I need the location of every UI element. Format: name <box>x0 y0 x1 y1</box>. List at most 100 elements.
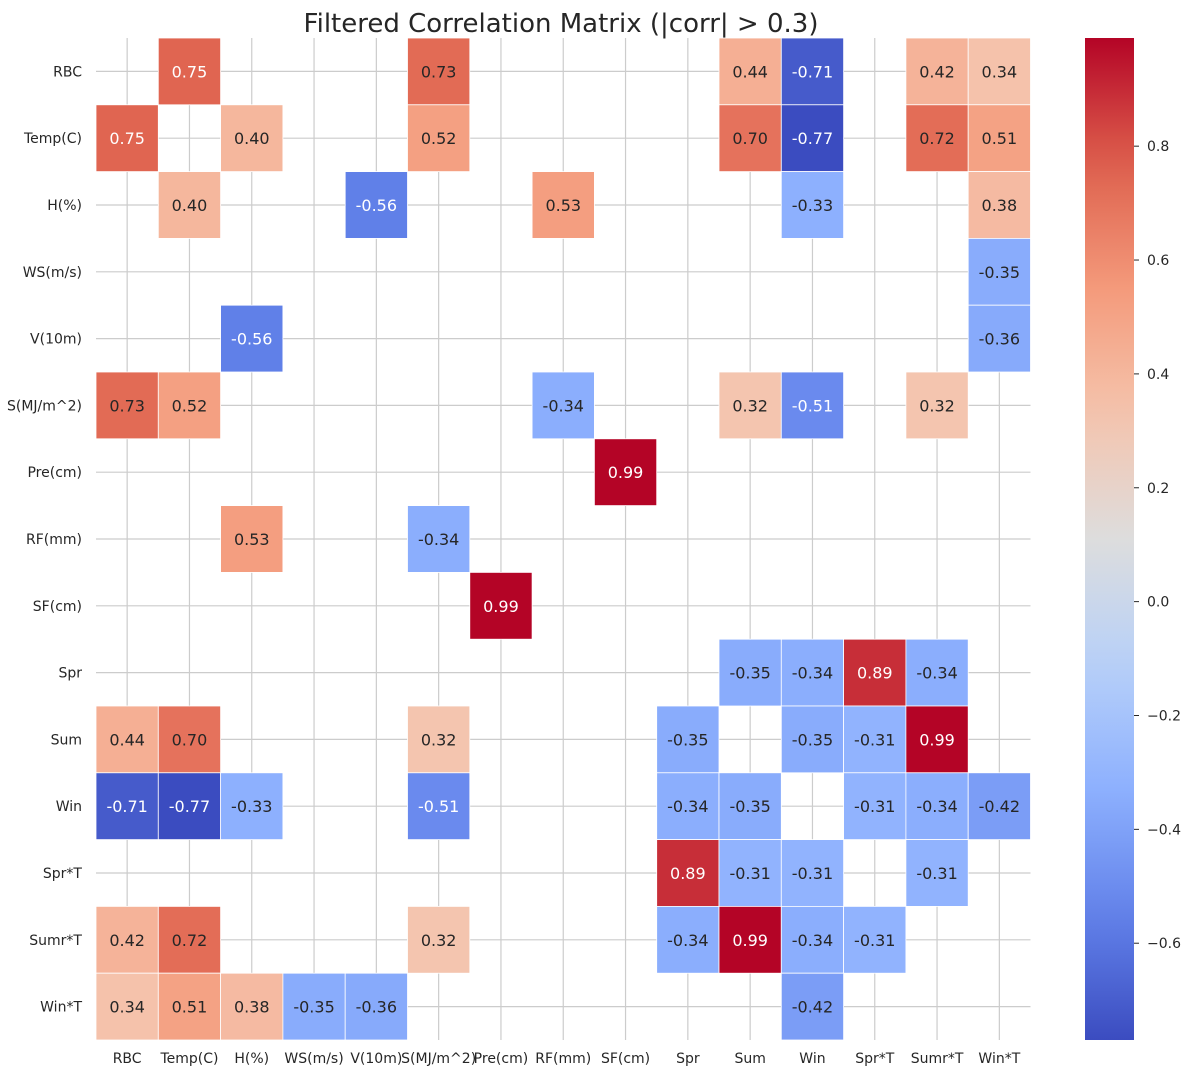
heatmap-cell <box>843 906 907 974</box>
y-tick-label: Spr <box>58 666 82 682</box>
x-tick-label: Win*T <box>978 1051 1020 1067</box>
cell-value-label: 0.32 <box>732 396 768 415</box>
x-tick-label: V(10m) <box>350 1051 402 1067</box>
heatmap-cell <box>531 171 595 239</box>
heatmap-cell <box>718 638 782 707</box>
heatmap-cell <box>967 104 1031 173</box>
heatmap-cell <box>967 237 1031 306</box>
heatmap-cell <box>157 371 222 440</box>
colorbar-ticks: −0.6 −0.4 −0.2 0.0 0.2 0.4 0.6 0.8 <box>1134 139 1181 952</box>
x-tick-label: Win <box>799 1051 825 1067</box>
heatmap-cell <box>282 972 346 1041</box>
heatmap-cell <box>95 772 159 840</box>
heatmap-cell <box>95 104 159 173</box>
cell-value-label: -0.33 <box>792 196 833 215</box>
y-tick-label: H(%) <box>47 198 82 214</box>
heatmap-cell <box>407 705 471 774</box>
x-tick-label: Sum <box>734 1051 765 1067</box>
x-tick-label: RF(mm) <box>535 1051 591 1067</box>
heatmap-cell <box>220 772 284 840</box>
cell-value-label: -0.71 <box>792 62 833 81</box>
cell-value-label: -0.34 <box>792 931 833 950</box>
heatmap-cell <box>967 171 1031 239</box>
heatmap-cell <box>780 104 844 173</box>
heatmap-cell <box>905 104 969 173</box>
heatmap-cell <box>95 371 159 440</box>
heatmap-cell <box>718 906 782 974</box>
colorbar-gradient <box>1085 38 1134 1040</box>
heatmap-cell <box>780 972 844 1041</box>
heatmap-cell <box>905 371 969 440</box>
heatmap-cell <box>780 371 844 440</box>
colorbar-tick-label: 0.0 <box>1147 595 1169 611</box>
heatmap-cell <box>780 705 844 774</box>
heatmap-cell <box>967 37 1031 106</box>
cell-value-label: -0.31 <box>792 864 833 883</box>
heatmap-cell <box>905 638 969 707</box>
x-tick-label: Sumr*T <box>911 1051 964 1067</box>
heatmap-cell <box>157 705 222 774</box>
cell-value-label: 0.75 <box>172 62 208 81</box>
cell-value-label: -0.34 <box>916 664 957 683</box>
heatmap-cell <box>656 705 720 774</box>
cell-value-label: -0.31 <box>854 931 895 950</box>
heatmap-cell <box>780 37 844 106</box>
x-tick-label: Spr <box>676 1051 700 1067</box>
cell-value-label: 0.32 <box>421 730 457 749</box>
y-tick-label: RBC <box>53 64 82 80</box>
cell-value-label: 0.89 <box>857 664 893 683</box>
x-tick-label: RBC <box>113 1051 142 1067</box>
cell-value-label: -0.56 <box>231 330 272 349</box>
x-axis-tick-labels: RBC Temp(C) H(%) WS(m/s) V(10m)S(MJ/m^2)Pre(… <box>113 1051 1021 1067</box>
heatmap-cell <box>843 705 907 774</box>
cell-value-label: -0.34 <box>792 664 833 683</box>
heatmap-cell <box>718 839 782 907</box>
cell-value-label: 0.89 <box>670 864 706 883</box>
cell-value-label: 0.53 <box>234 530 270 549</box>
heatmap-cell <box>157 171 222 239</box>
cell-value-label: -0.34 <box>667 797 708 816</box>
cell-value-label: 0.72 <box>172 931 208 950</box>
heatmap-cell <box>718 371 782 440</box>
heatmap-cell <box>905 839 969 907</box>
cell-value-label: 0.70 <box>732 129 768 148</box>
cell-value-label: -0.36 <box>356 998 397 1017</box>
cell-value-label: -0.51 <box>418 797 459 816</box>
heatmap-cell <box>780 906 844 974</box>
cell-value-label: -0.35 <box>729 664 770 683</box>
cell-value-label: -0.34 <box>418 530 459 549</box>
cell-value-label: -0.42 <box>792 998 833 1017</box>
cell-value-label: -0.77 <box>792 129 833 148</box>
colorbar-tick-label: 0.8 <box>1147 139 1169 155</box>
cell-value-label: -0.33 <box>231 797 272 816</box>
heatmap-cell <box>843 772 907 840</box>
cell-value-label: 0.32 <box>421 931 457 950</box>
y-tick-label: Sumr*T <box>29 933 82 949</box>
chart-title: Filtered Correlation Matrix (|corr| > 0.… <box>304 9 819 39</box>
cell-value-label: 0.75 <box>109 129 145 148</box>
heatmap-cell <box>407 37 471 106</box>
heatmap-cell <box>718 104 782 173</box>
cell-value-label: 0.44 <box>109 730 145 749</box>
x-tick-label: Pre(cm) <box>474 1051 529 1067</box>
x-tick-label: H(%) <box>234 1051 269 1067</box>
colorbar-tick-label: −0.6 <box>1147 936 1181 952</box>
cell-value-label: 0.52 <box>421 129 457 148</box>
x-tick-label: WS(m/s) <box>284 1051 343 1067</box>
x-tick-label: S(MJ/m^2) <box>401 1051 476 1067</box>
cell-value-label: 0.51 <box>982 129 1018 148</box>
colorbar-tick-label: 0.2 <box>1147 481 1169 497</box>
cell-value-label: 0.52 <box>172 396 208 415</box>
heatmap-cell <box>780 839 844 907</box>
colorbar-tick-label: 0.6 <box>1147 253 1169 269</box>
cell-value-label: -0.51 <box>792 396 833 415</box>
y-tick-label: V(10m) <box>30 332 82 348</box>
cell-value-label: -0.35 <box>729 797 770 816</box>
heatmap-cell <box>594 438 658 506</box>
heatmap-cells <box>95 37 1031 1041</box>
cell-value-label: 0.42 <box>109 931 145 950</box>
colorbar-tick-label: 0.4 <box>1147 367 1169 383</box>
cell-value-label: -0.35 <box>979 263 1020 282</box>
cell-value-label: 0.34 <box>109 998 145 1017</box>
